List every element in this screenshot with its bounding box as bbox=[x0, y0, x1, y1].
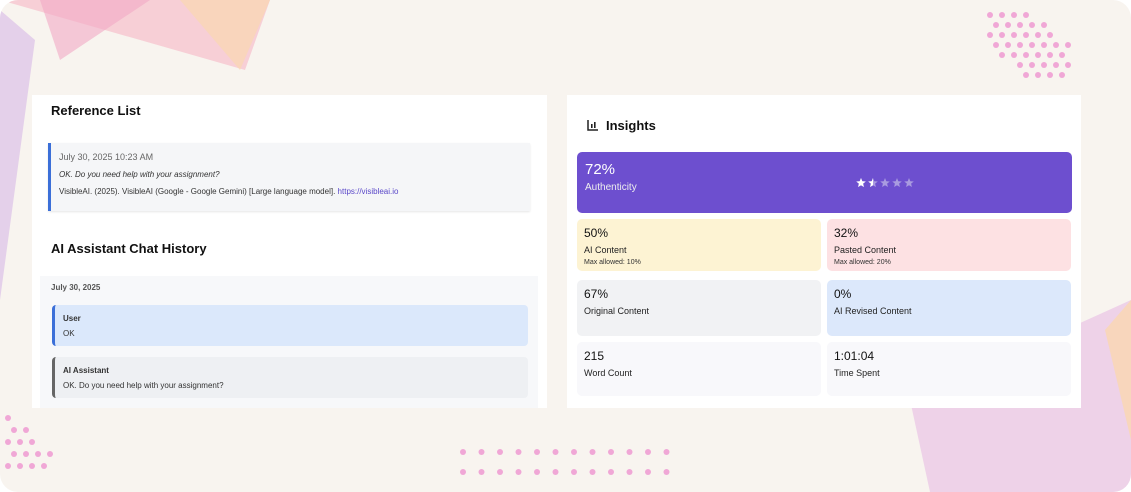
star-empty bbox=[880, 178, 890, 188]
metric-label: Original Content bbox=[584, 306, 650, 316]
authenticity-label: Authenticity bbox=[585, 182, 637, 193]
message-text: OK. Do you need help with your assignmen… bbox=[63, 381, 224, 390]
assistant-message: AI Assistant OK. Do you need help with y… bbox=[52, 357, 528, 398]
section-title: AI Assistant Chat History bbox=[51, 241, 207, 256]
metric-label: Pasted Content bbox=[834, 245, 897, 255]
metric-value: 0% bbox=[834, 287, 852, 301]
metric-label: Time Spent bbox=[834, 368, 880, 378]
right-panel: Insights 72% Authenticity 50% AI Content M… bbox=[567, 95, 1081, 408]
metric-card: 32% Pasted Content Max allowed: 20% bbox=[827, 219, 1071, 271]
chat-date: July 30, 2025 bbox=[51, 283, 101, 292]
reference-card: July 30, 2025 10:23 AM OK. Do you need h… bbox=[48, 143, 530, 211]
star-empty bbox=[904, 178, 914, 188]
message-role: AI Assistant bbox=[63, 366, 109, 375]
metric-label: AI Content bbox=[584, 245, 627, 255]
section-title: Reference List bbox=[51, 103, 141, 118]
reference-citation: VisibleAI. (2025). VisibleAI (Google - G… bbox=[59, 187, 398, 196]
star-empty bbox=[892, 178, 902, 188]
metric-card: 1:01:04 Time Spent bbox=[827, 342, 1071, 396]
metric-value: 1:01:04 bbox=[834, 349, 875, 363]
section-title: Insights bbox=[606, 118, 656, 133]
metric-note: Max allowed: 20% bbox=[834, 259, 891, 266]
metric-note: Max allowed: 10% bbox=[584, 259, 641, 266]
chart-icon bbox=[587, 120, 598, 131]
metric-value: 50% bbox=[584, 226, 609, 240]
metric-label: Word Count bbox=[584, 368, 632, 378]
reference-quote: OK. Do you need help with your assignmen… bbox=[59, 170, 220, 179]
citation-link[interactable]: https://visibleai.io bbox=[337, 187, 399, 196]
rating bbox=[856, 178, 914, 188]
metric-value: 32% bbox=[834, 226, 859, 240]
metric-value: 67% bbox=[584, 287, 609, 301]
metric-card: 215 Word Count bbox=[577, 342, 821, 396]
citation-text: VisibleAI. (2025). VisibleAI (Google - G… bbox=[59, 187, 336, 196]
metric-label: AI Revised Content bbox=[834, 306, 912, 316]
star-filled bbox=[856, 178, 866, 188]
left-panel: Reference List July 30, 2025 10:23 AM OK… bbox=[32, 95, 547, 408]
chat-area: July 30, 2025 User OK AI Assistant OK. D… bbox=[40, 276, 538, 408]
message-role: User bbox=[63, 314, 81, 323]
authenticity-value: 72% bbox=[585, 161, 616, 178]
metric-card: 0% AI Revised Content bbox=[827, 280, 1071, 336]
metric-card: 67% Original Content bbox=[577, 280, 821, 336]
metric-card: 50% AI Content Max allowed: 10% bbox=[577, 219, 821, 271]
message-text: OK bbox=[63, 329, 75, 338]
user-message: User OK bbox=[52, 305, 528, 346]
star-filled bbox=[868, 178, 873, 188]
metric-value: 215 bbox=[584, 349, 605, 363]
reference-date: July 30, 2025 10:23 AM bbox=[59, 152, 154, 162]
authenticity-card: 72% Authenticity bbox=[577, 152, 1072, 213]
